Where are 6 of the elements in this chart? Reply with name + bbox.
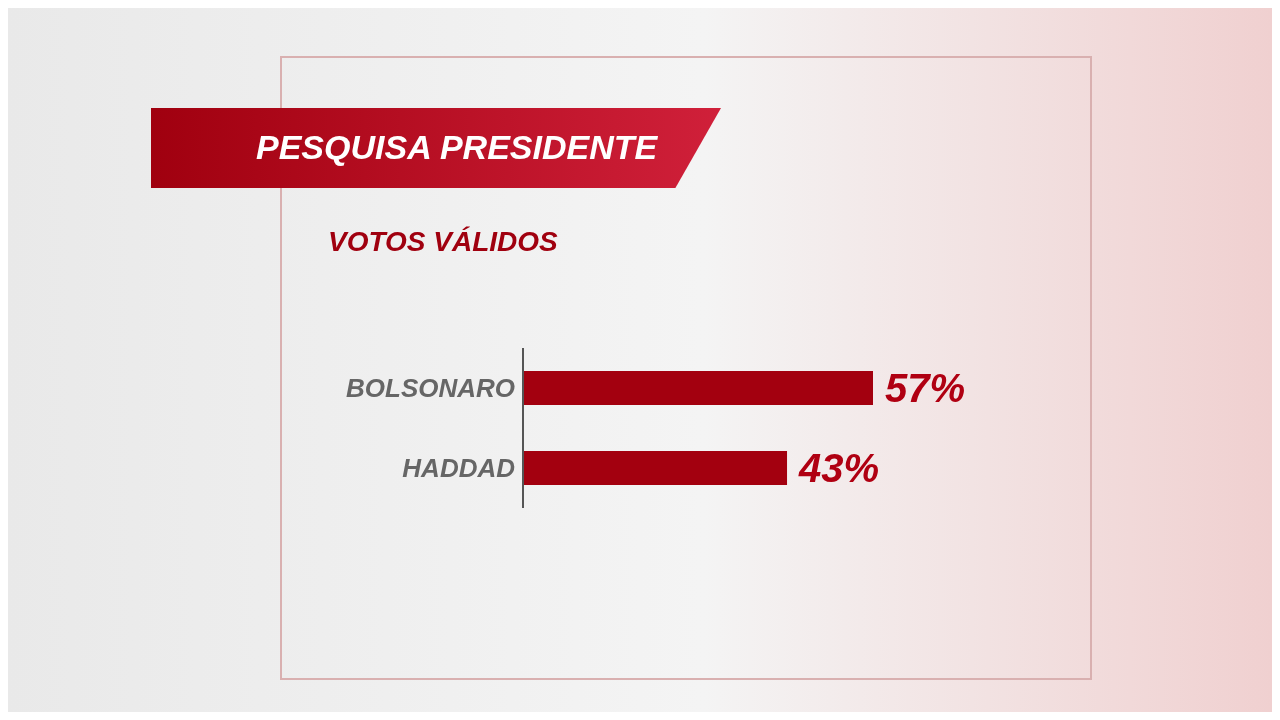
chart-title: PESQUISA PRESIDENTE bbox=[256, 128, 658, 167]
y-tick-label: HADDAD bbox=[402, 453, 516, 484]
y-tick-label: BOLSONARO bbox=[346, 373, 515, 404]
chart-subtitle: VOTOS VÁLIDOS bbox=[328, 226, 558, 258]
data-label: 57% bbox=[885, 366, 966, 411]
data-label: 43% bbox=[798, 446, 880, 491]
